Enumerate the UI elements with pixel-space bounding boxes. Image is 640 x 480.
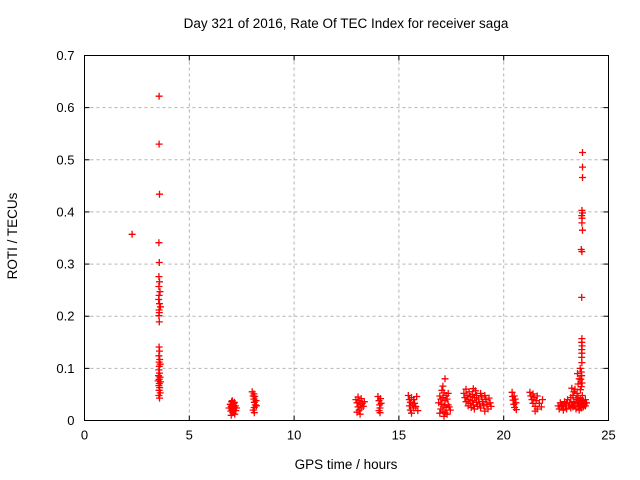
x-tick-label: 25 — [601, 428, 615, 443]
grid-lines — [84, 55, 609, 421]
y-tick-label: 0.1 — [56, 361, 74, 376]
data-points-ROTI — [128, 92, 590, 420]
y-tick-label: 0.3 — [56, 257, 74, 272]
y-tick-label: 0.5 — [56, 152, 74, 167]
y-tick-label: 0.4 — [56, 204, 74, 219]
y-tick-label: 0.7 — [56, 48, 74, 63]
x-tick-label: 10 — [287, 428, 301, 443]
plot-border — [84, 55, 609, 421]
x-tick-label: 0 — [81, 428, 88, 443]
x-tick-label: 15 — [392, 428, 406, 443]
y-tick-label: 0 — [67, 413, 74, 428]
tick-labels: 0 5 10 15 20 25 0 0.1 0.2 0.3 0.4 0.5 0.6 0.7 — [56, 48, 615, 443]
y-tick-label: 0.6 — [56, 100, 74, 115]
y-tick-label: 0.2 — [56, 309, 74, 324]
x-axis-label: GPS time / hours — [294, 457, 398, 472]
x-tick-label: 20 — [496, 428, 510, 443]
tick-marks — [84, 55, 609, 421]
x-tick-label: 5 — [186, 428, 193, 443]
chart-title: Day 321 of 2016, Rate Of TEC Index for r… — [183, 16, 509, 31]
